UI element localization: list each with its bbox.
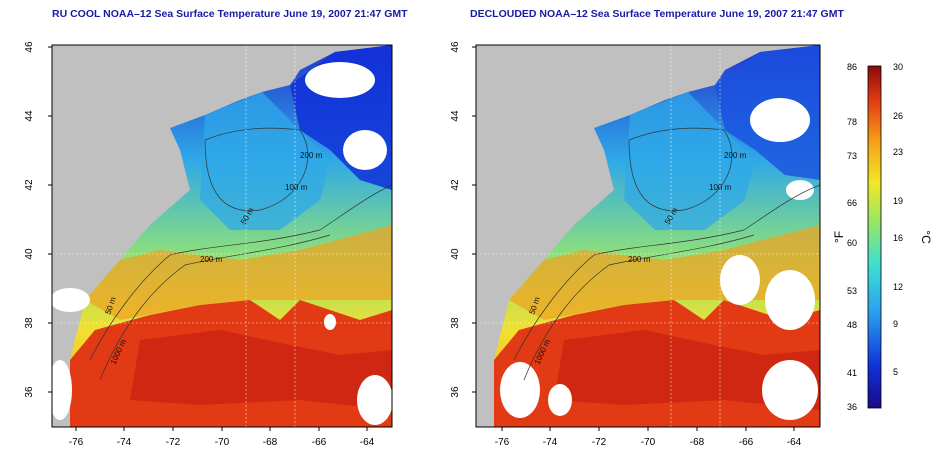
- svg-text:200 m: 200 m: [200, 255, 223, 264]
- svg-text:46: 46: [24, 41, 35, 53]
- svg-text:44: 44: [450, 110, 461, 122]
- left-y-axis: 46 44 42 40 38 36: [24, 41, 52, 398]
- svg-text:-68: -68: [263, 437, 278, 448]
- svg-text:12: 12: [893, 282, 903, 292]
- svg-text:-70: -70: [215, 437, 230, 448]
- celsius-ticks: 30 26 23 19 16 12 9 5: [893, 62, 903, 377]
- svg-text:200 m: 200 m: [724, 151, 747, 160]
- svg-text:36: 36: [24, 386, 35, 398]
- svg-text:100 m: 100 m: [709, 183, 732, 192]
- svg-text:38: 38: [24, 317, 35, 329]
- temperature-colorbar: 86 78 73 66 60 53 48 41 36 30 26 23 19 1…: [832, 62, 933, 412]
- right-x-axis: -76 -74 -72 -70 -68 -66 -64: [495, 427, 802, 448]
- svg-text:60: 60: [847, 238, 857, 248]
- lat-lon-grid: [52, 45, 392, 427]
- svg-text:-74: -74: [543, 437, 558, 448]
- bathymetry-contours: [89, 127, 392, 381]
- svg-text:26: 26: [893, 111, 903, 121]
- svg-text:-64: -64: [787, 437, 802, 448]
- shelf-water: [200, 92, 330, 230]
- cloud-patches: [500, 98, 818, 420]
- svg-text:86: 86: [847, 62, 857, 72]
- svg-text:36: 36: [847, 402, 857, 412]
- fahrenheit-ticks: 86 78 73 66 60 53 48 41 36: [847, 62, 857, 412]
- svg-text:-72: -72: [166, 437, 181, 448]
- lat-lon-grid: [476, 45, 820, 427]
- svg-text:19: 19: [893, 196, 903, 206]
- svg-text:-74: -74: [117, 437, 132, 448]
- fahrenheit-unit-label: °F: [832, 231, 846, 243]
- svg-text:36: 36: [450, 386, 461, 398]
- svg-text:41: 41: [847, 368, 857, 378]
- svg-text:73: 73: [847, 151, 857, 161]
- svg-text:-76: -76: [495, 437, 510, 448]
- right-map-title: DECLOUDED NOAA–12 Sea Surface Temperatur…: [470, 8, 844, 20]
- svg-text:38: 38: [450, 317, 461, 329]
- svg-text:200 m: 200 m: [628, 255, 651, 264]
- svg-text:42: 42: [24, 179, 35, 191]
- shelf-water: [624, 92, 755, 230]
- svg-text:-64: -64: [360, 437, 375, 448]
- svg-text:46: 46: [450, 41, 461, 53]
- coastal-warm-band: [85, 225, 392, 320]
- gulf-stream-core: [554, 330, 820, 410]
- bathymetry-contours: [513, 127, 820, 381]
- svg-text:40: 40: [450, 248, 461, 260]
- svg-text:53: 53: [847, 286, 857, 296]
- svg-text:23: 23: [893, 147, 903, 157]
- celsius-unit-label: °C: [919, 230, 933, 244]
- svg-text:44: 44: [24, 110, 35, 122]
- colorbar-gradient: [867, 65, 882, 409]
- left-x-axis: -76 -74 -72 -70 -68 -66 -64: [69, 427, 375, 448]
- svg-text:48: 48: [847, 320, 857, 330]
- right-map-panel: 200 m 100 m 50 m 50 m 200 m 1000 m -76 -…: [450, 41, 821, 448]
- svg-text:40: 40: [24, 248, 35, 260]
- svg-text:66: 66: [847, 198, 857, 208]
- cloud-patches: [52, 62, 392, 425]
- svg-text:-66: -66: [739, 437, 754, 448]
- left-map-title: RU COOL NOAA–12 Sea Surface Temperature …: [52, 8, 408, 20]
- left-map-panel: 200 m 100 m 50 m 50 m 200 m 1000 m -76 -…: [24, 41, 393, 448]
- svg-text:-76: -76: [69, 437, 84, 448]
- svg-text:-68: -68: [690, 437, 705, 448]
- svg-text:-70: -70: [641, 437, 656, 448]
- svg-text:42: 42: [450, 179, 461, 191]
- right-y-axis: 46 44 42 40 38 36: [450, 41, 476, 398]
- svg-text:200 m: 200 m: [300, 151, 323, 160]
- svg-text:9: 9: [893, 319, 898, 329]
- svg-text:30: 30: [893, 62, 903, 72]
- svg-text:78: 78: [847, 117, 857, 127]
- svg-text:16: 16: [893, 233, 903, 243]
- gulf-stream-core: [130, 330, 392, 410]
- svg-text:5: 5: [893, 367, 898, 377]
- svg-text:100 m: 100 m: [285, 183, 308, 192]
- svg-text:-72: -72: [592, 437, 607, 448]
- svg-text:-66: -66: [312, 437, 327, 448]
